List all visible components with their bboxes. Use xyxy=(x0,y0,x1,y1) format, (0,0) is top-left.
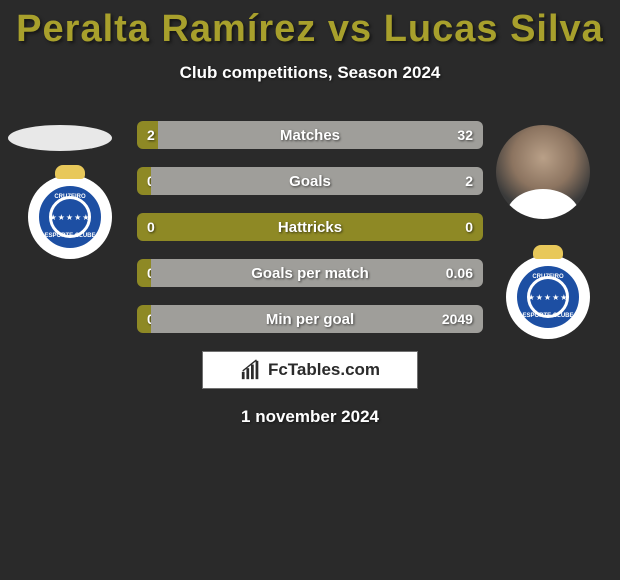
player-right-club-badge: ★★★★★ CRUZEIRO ESPORTE CLUBE xyxy=(506,255,590,339)
stat-row: 00Hattricks xyxy=(137,213,483,241)
stat-right-value: 0.06 xyxy=(446,265,473,281)
stat-row: 02049Min per goal xyxy=(137,305,483,333)
stat-right-value: 2 xyxy=(465,173,473,189)
stat-left-value: 2 xyxy=(147,127,155,143)
stat-right-segment: 2 xyxy=(151,167,483,195)
stat-left-segment: 00 xyxy=(137,213,483,241)
chart-icon xyxy=(240,359,262,381)
stat-right-segment: 2049 xyxy=(151,305,483,333)
comparison-panel: ★★★★★ CRUZEIRO ESPORTE CLUBE ★★★★★ CRUZE… xyxy=(0,121,620,427)
brand-text: FcTables.com xyxy=(268,360,380,380)
badge-stars-icon: ★★★★★ xyxy=(50,213,91,222)
player-right-avatar xyxy=(496,125,590,219)
stat-bars: 232Matches02Goals00Hattricks00.06Goals p… xyxy=(137,121,483,333)
stat-left-segment: 0 xyxy=(137,259,151,287)
stat-right-segment: 32 xyxy=(158,121,483,149)
page-title: Peralta Ramírez vs Lucas Silva xyxy=(0,0,620,51)
stat-row: 232Matches xyxy=(137,121,483,149)
badge-bottom-text: ESPORTE CLUBE xyxy=(522,313,573,320)
badge-stars-icon: ★★★★★ xyxy=(528,293,569,302)
stat-right-value: 0 xyxy=(465,219,473,235)
stat-left-segment: 0 xyxy=(137,305,151,333)
stat-right-segment: 0.06 xyxy=(151,259,483,287)
stat-left-segment: 2 xyxy=(137,121,158,149)
player-left-avatar xyxy=(8,125,112,151)
stat-left-value: 0 xyxy=(147,219,155,235)
stat-row: 00.06Goals per match xyxy=(137,259,483,287)
stat-row: 02Goals xyxy=(137,167,483,195)
subtitle: Club competitions, Season 2024 xyxy=(0,63,620,83)
player-left-club-badge: ★★★★★ CRUZEIRO ESPORTE CLUBE xyxy=(28,175,112,259)
stat-right-value: 32 xyxy=(457,127,473,143)
badge-top-text: CRUZEIRO xyxy=(532,274,563,281)
badge-bottom-text: ESPORTE CLUBE xyxy=(44,233,95,240)
date-label: 1 november 2024 xyxy=(0,407,620,427)
badge-top-text: CRUZEIRO xyxy=(54,194,85,201)
stat-left-segment: 0 xyxy=(137,167,151,195)
brand-box[interactable]: FcTables.com xyxy=(202,351,418,389)
stat-right-value: 2049 xyxy=(442,311,473,327)
